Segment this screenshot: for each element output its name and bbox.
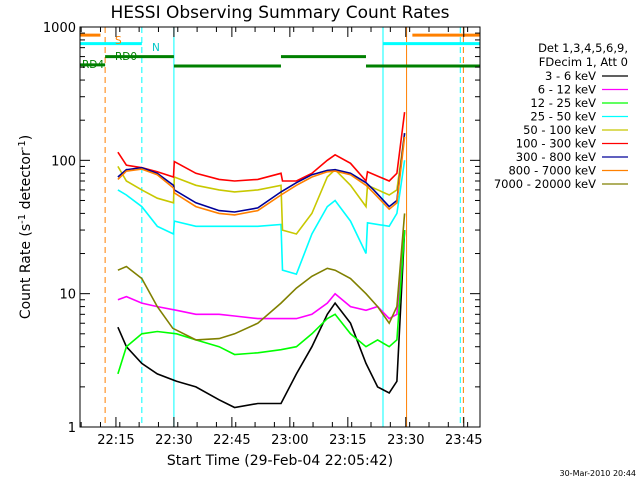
x-axis-label: Start Time (29-Feb-04 22:05:42) bbox=[167, 453, 393, 469]
y-tick-label: 100 bbox=[51, 154, 76, 169]
series-line bbox=[117, 230, 406, 409]
y-axis-label: Count Rate (s-1 detector-1) bbox=[17, 135, 34, 319]
legend-label: 3 - 6 keV bbox=[545, 69, 596, 83]
plot-frame bbox=[79, 26, 481, 428]
x-tick-label: 23:00 bbox=[271, 433, 308, 448]
x-tick-label: 23:15 bbox=[329, 433, 366, 448]
legend: Det 1,3,4,5,6,9, FDecim 1, Att 0 3 - 6 k… bbox=[494, 41, 628, 191]
x-tick-label: 23:30 bbox=[387, 433, 424, 448]
y-axis-ticks: 1 10 100 1000 bbox=[43, 21, 480, 436]
vertical-markers bbox=[104, 27, 464, 427]
x-axis-ticks: 22:15 22:30 22:45 23:00 23:15 23:30 23:45 bbox=[80, 27, 483, 448]
series-line bbox=[117, 136, 406, 216]
state-bar-label: RD4 bbox=[82, 59, 104, 71]
x-tick-label: 23:45 bbox=[445, 433, 482, 448]
series-line bbox=[117, 230, 406, 320]
series-line bbox=[117, 133, 406, 213]
series-line bbox=[117, 132, 406, 235]
legend-header-line-2: FDecim 1, Att 0 bbox=[539, 55, 628, 69]
series-line bbox=[117, 112, 406, 183]
legend-label: 7000 - 20000 keV bbox=[494, 177, 596, 191]
legend-label: 25 - 50 keV bbox=[530, 110, 596, 124]
x-tick-label: 22:15 bbox=[97, 433, 134, 448]
x-tick-label: 22:45 bbox=[213, 433, 250, 448]
legend-label: 12 - 25 keV bbox=[530, 96, 596, 110]
legend-label: 300 - 800 keV bbox=[516, 150, 596, 164]
legend-label: 6 - 12 keV bbox=[538, 83, 596, 97]
state-bars: S N RD0 RD4 bbox=[80, 33, 480, 71]
legend-label: 100 - 300 keV bbox=[516, 137, 596, 151]
series-lines bbox=[117, 112, 406, 409]
state-bar-label: N bbox=[152, 42, 160, 54]
legend-header-line-1: Det 1,3,4,5,6,9, bbox=[538, 41, 628, 55]
series-line bbox=[117, 213, 406, 341]
series-line bbox=[117, 230, 406, 375]
y-tick-label: 1000 bbox=[43, 21, 76, 36]
legend-label: 800 - 7000 keV bbox=[508, 164, 596, 178]
y-tick-label: 1 bbox=[68, 421, 76, 436]
state-bar-label: RD0 bbox=[115, 51, 137, 63]
state-bar-label: S bbox=[115, 35, 122, 47]
legend-label: 50 - 100 keV bbox=[523, 123, 596, 137]
chart-title: HESSI Observing Summary Count Rates bbox=[110, 3, 449, 23]
footer-date: 30-Mar-2010 20:44 bbox=[560, 469, 637, 478]
x-tick-label: 22:30 bbox=[155, 433, 192, 448]
series-line bbox=[117, 160, 406, 276]
y-tick-label: 10 bbox=[59, 288, 76, 303]
